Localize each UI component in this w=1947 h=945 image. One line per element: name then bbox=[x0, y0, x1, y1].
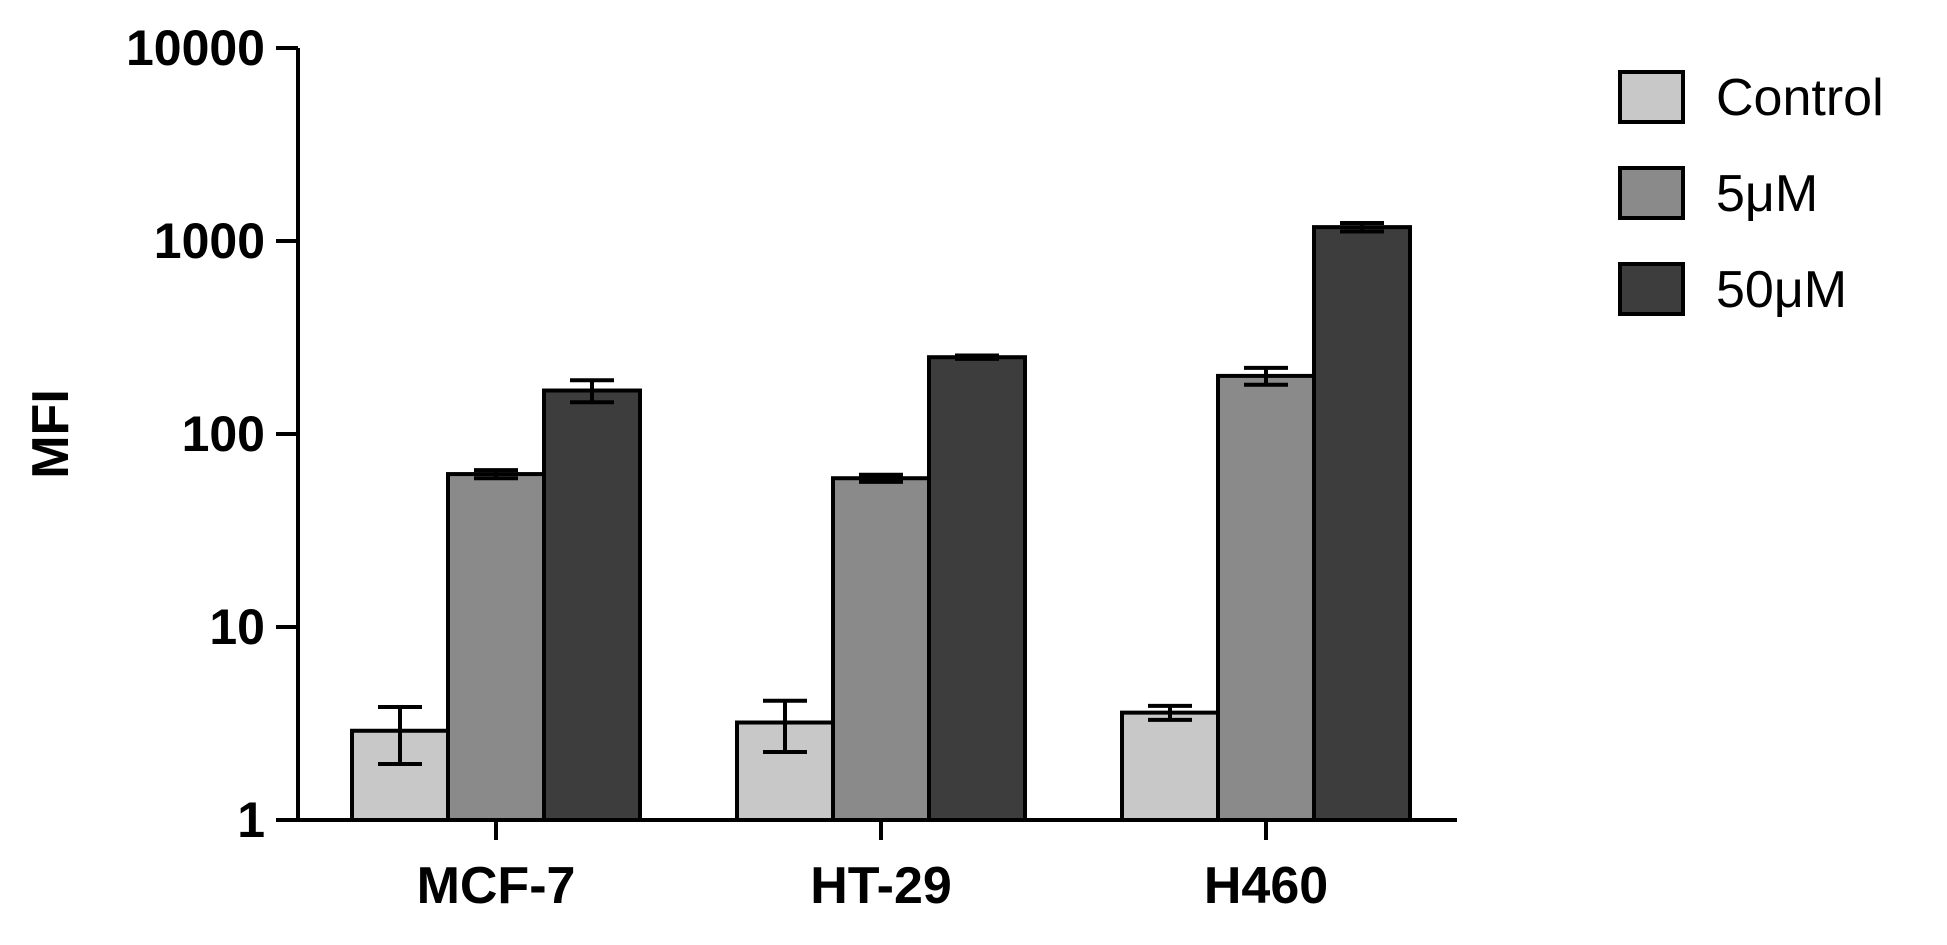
bar bbox=[927, 355, 1027, 822]
bar bbox=[1312, 225, 1412, 822]
y-tick-label: 100 bbox=[182, 406, 265, 462]
y-tick-label: 1 bbox=[237, 792, 265, 848]
legend-swatch bbox=[1618, 262, 1685, 316]
y-tick-label: 1000 bbox=[154, 213, 265, 269]
x-tick-label: H460 bbox=[1204, 857, 1328, 915]
x-ticks-layer: MCF-7 HT-29 H460 bbox=[417, 820, 1328, 915]
bar bbox=[542, 388, 642, 822]
x-tick-label: MCF-7 bbox=[417, 857, 576, 915]
legend-label: 5μM bbox=[1716, 165, 1818, 223]
error-bars-layer bbox=[378, 220, 1384, 767]
legend-swatch bbox=[1618, 70, 1685, 124]
bar bbox=[831, 476, 931, 822]
y-tick-label: 10 bbox=[209, 599, 265, 655]
bar bbox=[1216, 373, 1316, 822]
x-tick-label: HT-29 bbox=[810, 857, 952, 915]
legend: Control 5μM 50μM bbox=[1618, 69, 1884, 319]
y-axis-title: MFI bbox=[22, 389, 80, 479]
legend-swatch bbox=[1618, 166, 1685, 220]
legend-label: Control bbox=[1716, 69, 1884, 127]
y-ticks-layer: 1 10 100 1000 10000 bbox=[126, 20, 298, 848]
bar bbox=[1120, 710, 1220, 822]
y-tick-label: 10000 bbox=[126, 20, 265, 76]
legend-label: 50μM bbox=[1716, 261, 1847, 319]
bars-layer bbox=[350, 225, 1412, 823]
bar bbox=[446, 472, 546, 822]
